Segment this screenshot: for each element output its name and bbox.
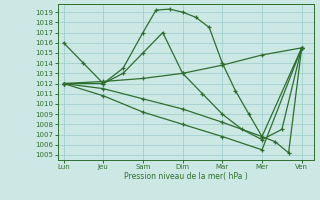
X-axis label: Pression niveau de la mer( hPa ): Pression niveau de la mer( hPa ) bbox=[124, 172, 247, 181]
